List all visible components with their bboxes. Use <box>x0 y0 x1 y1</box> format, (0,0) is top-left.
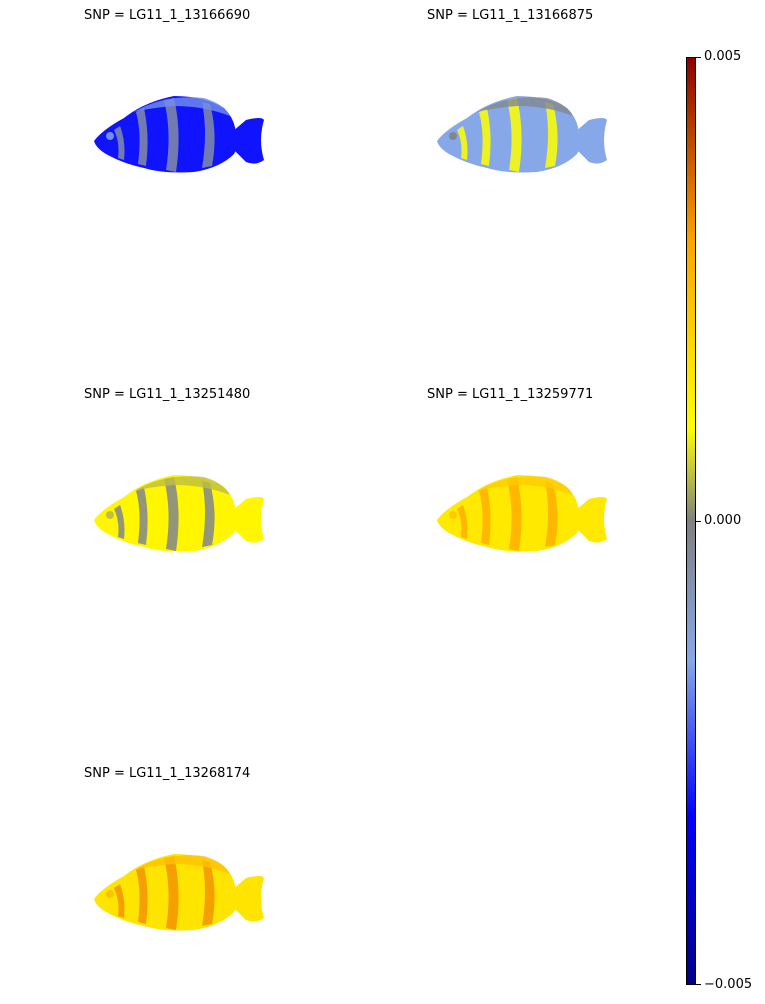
fish-panel-3: SNP = LG11_1_13251480 <box>84 387 284 587</box>
fish-stripe-3 <box>202 860 215 926</box>
fish-stripe-4 <box>457 505 468 539</box>
colorbar-tick-mid <box>696 521 701 522</box>
colorbar-label-max: 0.005 <box>704 49 742 64</box>
fish-stripe-3 <box>202 102 215 168</box>
fish-panel-5: SNP = LG11_1_13268174 <box>84 766 284 966</box>
fish-stripe-2 <box>164 477 179 551</box>
fish-panel-2: SNP = LG11_1_13166875 <box>427 8 627 208</box>
fish-dorsal <box>477 97 573 116</box>
fish-body <box>437 475 581 552</box>
fish-tail <box>232 497 264 543</box>
fish-dorsal <box>477 476 573 495</box>
fish-panel-1: SNP = LG11_1_13166690 <box>84 8 284 208</box>
fish-stripe-2 <box>164 856 179 930</box>
fish-stripe-1 <box>136 108 148 166</box>
fish-stripe-1 <box>479 108 491 166</box>
fish-panel-4: SNP = LG11_1_13259771 <box>427 387 627 587</box>
fish-heatmap <box>437 475 607 552</box>
fish-stripe-4 <box>114 126 125 160</box>
fish-body <box>437 96 581 173</box>
panel-title: SNP = LG11_1_13251480 <box>84 387 251 402</box>
fish-tail <box>575 497 607 543</box>
fish-body <box>94 96 238 173</box>
fish-stripe-3 <box>545 481 558 547</box>
colorbar <box>686 57 696 985</box>
fish-stripe-1 <box>136 487 148 545</box>
colorbar-tick-max <box>696 57 701 58</box>
fish-eye <box>106 890 114 898</box>
fish-stripe-4 <box>457 126 468 160</box>
fish-eye <box>106 511 114 519</box>
fish-heatmap <box>437 96 607 173</box>
fish-stripe-2 <box>507 98 522 172</box>
fish-tail <box>232 118 264 164</box>
fish-stripe-2 <box>164 98 179 172</box>
fish-eye <box>449 132 457 140</box>
fish-tail <box>575 118 607 164</box>
fish-tail <box>232 876 264 922</box>
fish-stripe-1 <box>136 866 148 924</box>
fish-body <box>94 475 238 552</box>
fish-dorsal <box>134 855 230 874</box>
panel-title: SNP = LG11_1_13259771 <box>427 387 594 402</box>
fish-eye <box>449 511 457 519</box>
panel-title: SNP = LG11_1_13268174 <box>84 766 251 781</box>
fish-stripe-4 <box>114 884 125 918</box>
fish-stripe-3 <box>202 481 215 547</box>
fish-eye <box>106 132 114 140</box>
colorbar-tick-min <box>696 984 701 985</box>
panel-title: SNP = LG11_1_13166690 <box>84 8 251 23</box>
fish-stripe-4 <box>114 505 125 539</box>
fish-heatmap <box>94 96 264 173</box>
fish-stripe-2 <box>507 477 522 551</box>
fish-heatmap <box>94 854 264 931</box>
panel-title: SNP = LG11_1_13166875 <box>427 8 594 23</box>
fish-stripe-1 <box>479 487 491 545</box>
fish-dorsal <box>134 476 230 495</box>
fish-heatmap <box>94 475 264 552</box>
colorbar-label-min: −0.005 <box>704 977 753 992</box>
fish-body <box>94 854 238 931</box>
fish-dorsal <box>134 97 230 116</box>
fish-stripe-3 <box>545 102 558 168</box>
colorbar-label-mid: 0.000 <box>704 513 742 528</box>
